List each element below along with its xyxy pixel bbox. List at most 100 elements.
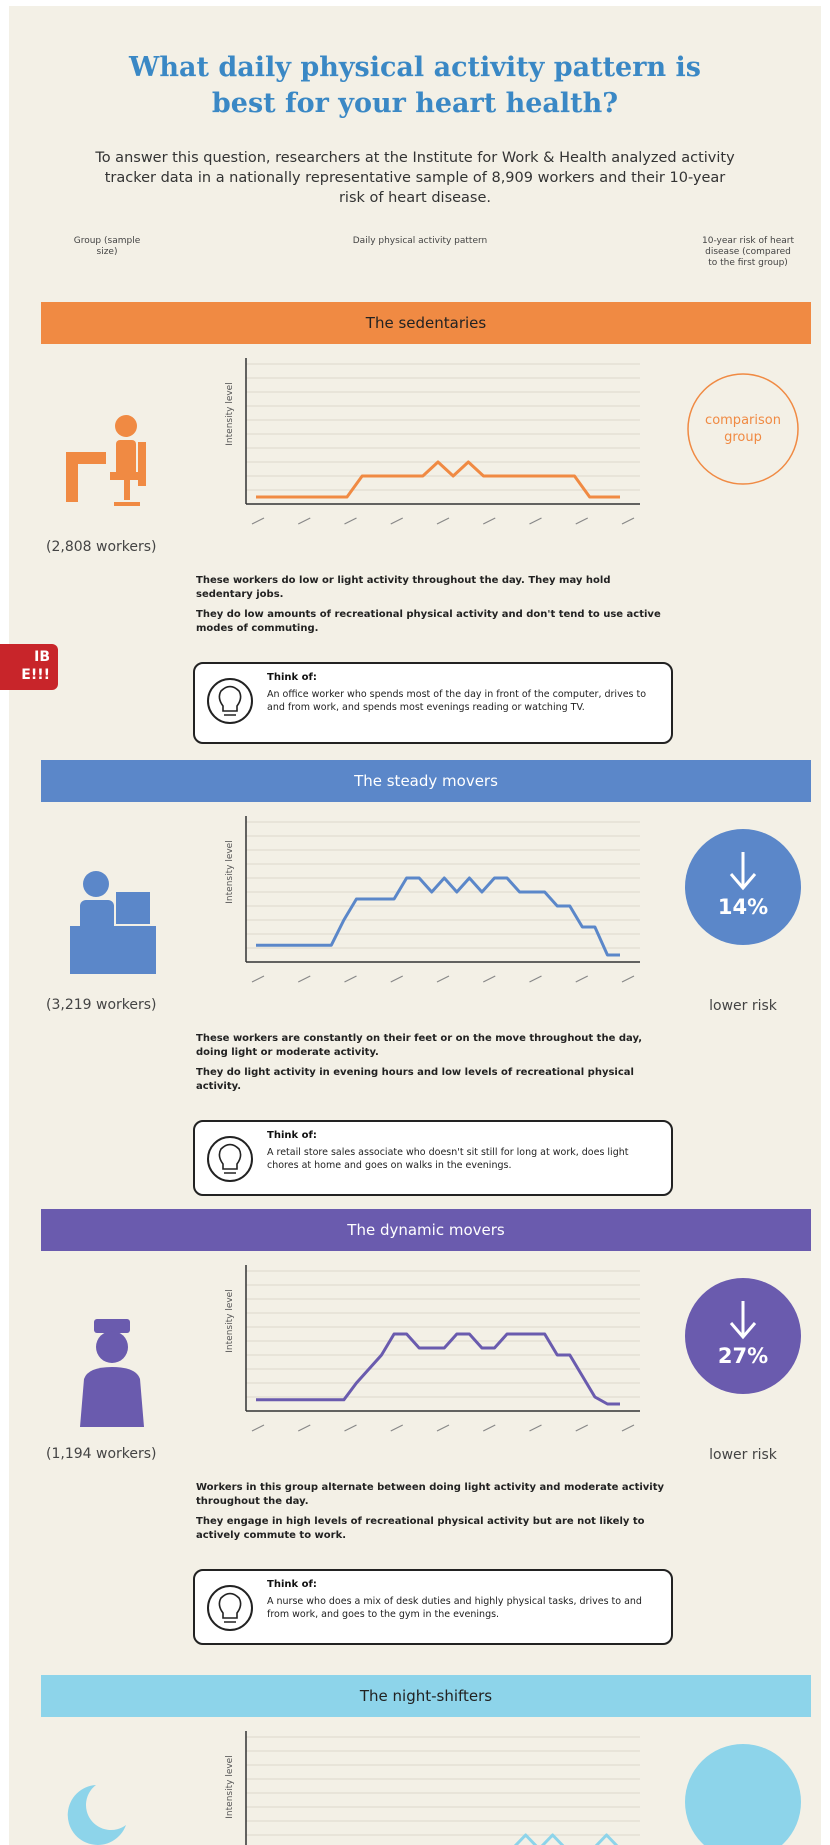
group-band: The night-shifters	[41, 1675, 811, 1717]
x-tick-mark	[530, 976, 542, 982]
x-tick-mark	[252, 1425, 264, 1431]
x-tick-mark	[252, 976, 264, 982]
x-tick-mark	[622, 1425, 634, 1431]
icon-part	[96, 1331, 128, 1363]
y-axis-label: Intensity level	[225, 1755, 235, 1818]
x-tick-mark	[437, 518, 449, 524]
icon-part	[219, 687, 240, 716]
think-label: Think of:	[267, 672, 317, 683]
sample-size: (1,194 workers)	[46, 1446, 157, 1462]
x-tick-mark	[437, 976, 449, 982]
risk-badge: 14%	[678, 822, 808, 952]
x-tick-mark	[483, 976, 495, 982]
group-band: The sedentaries	[41, 302, 811, 344]
column-header: Daily physical activity pattern	[320, 236, 520, 247]
x-tick-mark	[576, 976, 588, 982]
risk-text: comparison group	[705, 413, 781, 445]
icon-part	[66, 464, 78, 502]
x-tick-mark	[530, 518, 542, 524]
x-tick-mark	[483, 518, 495, 524]
think-text: A nurse who does a mix of desk duties an…	[267, 1595, 657, 1621]
icon-part	[208, 679, 252, 723]
lightbulb-icon	[205, 1134, 255, 1184]
risk-word: comparison	[705, 413, 781, 428]
x-tick-mark	[391, 1425, 403, 1431]
activity-line	[256, 462, 620, 497]
title: What daily physical activity pattern is …	[110, 50, 720, 122]
x-tick-mark	[437, 1425, 449, 1431]
activity-chart: Intensity level	[210, 1261, 650, 1433]
activity-chart: Intensity level	[210, 812, 650, 984]
risk-word: group	[724, 430, 762, 445]
risk-text: 14%	[718, 895, 768, 919]
think-label: Think of:	[267, 1579, 317, 1590]
group-icon	[66, 412, 166, 522]
icon-part	[66, 452, 106, 464]
icon-part	[219, 1594, 240, 1623]
x-tick-mark	[298, 1425, 310, 1431]
icon-part	[70, 926, 156, 974]
icon-part	[124, 480, 130, 500]
x-tick-mark	[252, 518, 264, 524]
activity-line	[256, 1835, 620, 1845]
x-tick-mark	[298, 518, 310, 524]
description: These workers do low or light activity t…	[196, 574, 666, 602]
group-band: The dynamic movers	[41, 1209, 811, 1251]
risk-note: lower risk	[683, 1447, 803, 1463]
icon-part	[208, 1586, 252, 1630]
think-box: Think of: A nurse who does a mix of desk …	[193, 1569, 673, 1645]
column-header: Group (sample size)	[62, 236, 152, 258]
group-band: The steady movers	[41, 760, 811, 802]
group-icon	[66, 1785, 166, 1845]
x-tick-mark	[530, 1425, 542, 1431]
icon-part	[83, 871, 109, 897]
x-tick-mark	[391, 518, 403, 524]
x-tick-mark	[622, 518, 634, 524]
group-icon	[66, 870, 166, 980]
icon-part	[208, 1137, 252, 1181]
description: They do light activity in evening hours …	[196, 1066, 666, 1094]
think-label: Think of:	[267, 1130, 317, 1141]
x-tick-mark	[391, 976, 403, 982]
activity-line	[256, 878, 620, 955]
sample-size: (3,219 workers)	[46, 997, 157, 1013]
description: These workers are constantly on their fe…	[196, 1032, 666, 1060]
icon-part	[68, 1785, 126, 1845]
y-axis-label: Intensity level	[225, 382, 235, 445]
description: They do low amounts of recreational phys…	[196, 608, 666, 636]
description: They engage in high levels of recreation…	[196, 1515, 666, 1543]
x-tick-mark	[345, 518, 357, 524]
x-tick-mark	[576, 1425, 588, 1431]
think-box: Think of: An office worker who spends mos…	[193, 662, 673, 744]
risk-circle	[685, 1744, 801, 1845]
risk-badge: 27%	[678, 1271, 808, 1401]
icon-part	[116, 892, 150, 924]
x-tick-mark	[345, 976, 357, 982]
y-axis-label: Intensity level	[225, 1289, 235, 1352]
description: Workers in this group alternate between …	[196, 1481, 666, 1509]
risk-note: lower risk	[683, 998, 803, 1014]
x-tick-mark	[576, 518, 588, 524]
group-icon	[66, 1319, 166, 1429]
sample-size: (2,808 workers)	[46, 539, 157, 555]
badge[interactable]: IB E!!!	[0, 644, 58, 690]
icon-part	[110, 472, 140, 480]
icon-part	[80, 1367, 144, 1427]
badge-line: E!!!	[0, 666, 50, 684]
activity-chart: Intensity level	[210, 354, 650, 526]
think-text: An office worker who spends most of the …	[267, 688, 657, 714]
icon-part	[116, 440, 136, 476]
icon-part	[219, 1145, 240, 1174]
activity-chart: Intensity level	[210, 1727, 650, 1845]
icon-part	[115, 415, 137, 437]
think-text: A retail store sales associate who doesn…	[267, 1146, 657, 1172]
badge-line: IB	[0, 648, 50, 666]
lightbulb-icon	[205, 676, 255, 726]
risk-circle	[688, 374, 798, 484]
risk-text: 27%	[718, 1344, 768, 1368]
x-tick-mark	[345, 1425, 357, 1431]
risk-badge	[678, 1737, 808, 1845]
intro: To answer this question, researchers at …	[95, 148, 735, 208]
icon-part	[94, 1319, 130, 1333]
think-box: Think of: A retail store sales associate …	[193, 1120, 673, 1196]
